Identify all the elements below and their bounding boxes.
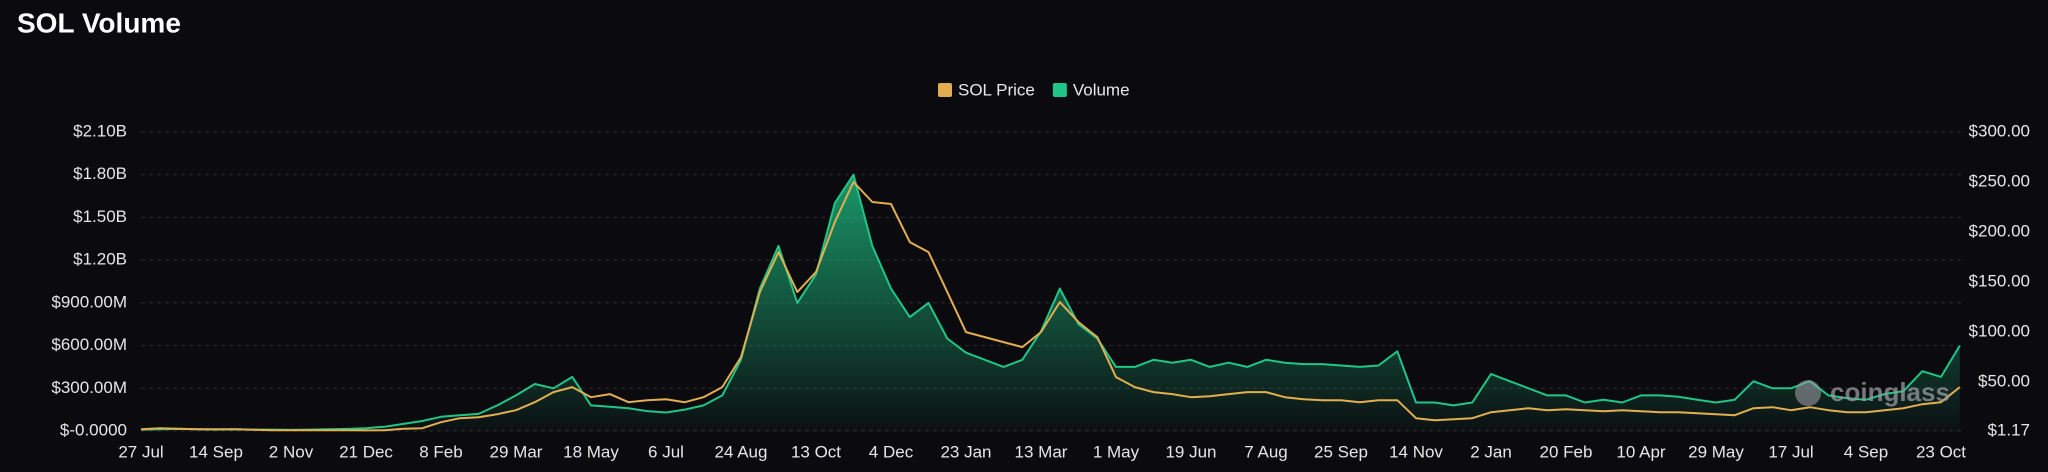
y-tick-label: $900.00M [51,292,127,311]
x-tick-label: 19 Jun [1165,442,1216,461]
y-tick-label: $1.50B [73,207,127,226]
y-tick-label: $1.20B [73,250,127,269]
legend-swatch [938,83,952,97]
x-tick-label: 18 May [563,442,619,461]
y-tick-label: $600.00M [51,335,127,354]
x-tick-label: 1 May [1093,442,1140,461]
x-tick-label: 8 Feb [419,442,462,461]
y2-tick-label: $50.00 [1978,372,2030,391]
plot-area [140,173,1961,432]
x-tick-label: 2 Nov [269,442,314,461]
y2-tick-label: $250.00 [1969,172,2030,191]
y2-tick-label: $200.00 [1969,222,2030,241]
x-tick-label: 13 Oct [791,442,841,461]
price-line [140,181,1961,432]
x-tick-label: 10 Apr [1616,442,1665,461]
x-tick-label: 17 Jul [1768,442,1813,461]
y2-tick-label: $300.00 [1969,121,2030,140]
legend: SOL Price Volume [938,80,1130,99]
watermark: coinglass [1830,377,1950,407]
x-tick-label: 4 Sep [1844,442,1888,461]
y2-tick-label: $150.00 [1969,272,2030,291]
x-tick-label: 6 Jul [648,442,684,461]
watermark-logo [1795,380,1821,406]
x-tick-label: 25 Sep [1314,442,1368,461]
y2-tick-label: $1.17 [1987,420,2030,439]
y-tick-label: $2.10B [73,121,127,140]
x-tick-label: 21 Dec [339,442,393,461]
x-tick-label: 7 Aug [1244,442,1288,461]
x-tick-label: 27 Jul [118,442,163,461]
chart-title: SOL Volume [17,7,181,38]
x-tick-label: 24 Aug [715,442,768,461]
volume-area [141,174,1960,431]
y2-tick-label: $100.00 [1969,322,2030,341]
x-tick-label: 14 Nov [1389,442,1443,461]
x-tick-label: 14 Sep [189,442,243,461]
axes: $-0.0000 $300.00M $600.00M $900.00M $1.20B $1… [51,121,2030,461]
x-tick-label: 23 Oct [1916,442,1966,461]
y-tick-label: $300.00M [51,378,127,397]
y-tick-label: $-0.0000 [60,420,127,439]
y-tick-label: $1.80B [73,164,127,183]
legend-label: Volume [1073,80,1130,99]
x-tick-label: 29 May [1688,442,1744,461]
x-tick-label: 20 Feb [1540,442,1593,461]
legend-swatch [1052,83,1067,97]
x-tick-label: 23 Jan [940,442,991,461]
x-tick-label: 29 Mar [490,442,543,461]
legend-label: SOL Price [958,80,1035,99]
x-tick-label: 13 Mar [1015,442,1068,461]
volume-line [140,173,1961,431]
x-tick-label: 2 Jan [1470,442,1512,461]
x-tick-label: 4 Dec [869,442,914,461]
